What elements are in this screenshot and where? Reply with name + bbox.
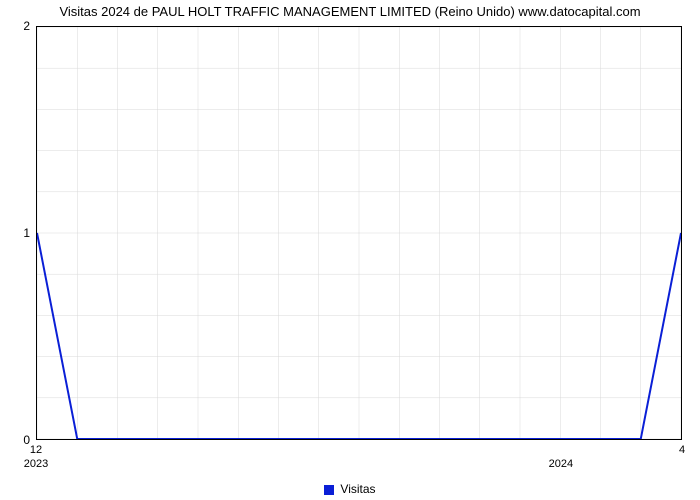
chart-title: Visitas 2024 de PAUL HOLT TRAFFIC MANAGE… (0, 4, 700, 19)
x-tick-label: 4 (679, 444, 685, 456)
x-year-label: 2024 (549, 458, 573, 470)
x-year-label: 2023 (24, 458, 48, 470)
legend-label: Visitas (340, 482, 375, 496)
gridlines (37, 27, 681, 439)
legend: Visitas (0, 482, 700, 496)
x-tick-label: 12 (30, 444, 42, 456)
legend-swatch (324, 485, 334, 495)
plot-area (36, 26, 682, 440)
y-tick-label: 0 (0, 433, 30, 447)
y-tick-label: 2 (0, 19, 30, 33)
y-tick-label: 1 (0, 226, 30, 240)
